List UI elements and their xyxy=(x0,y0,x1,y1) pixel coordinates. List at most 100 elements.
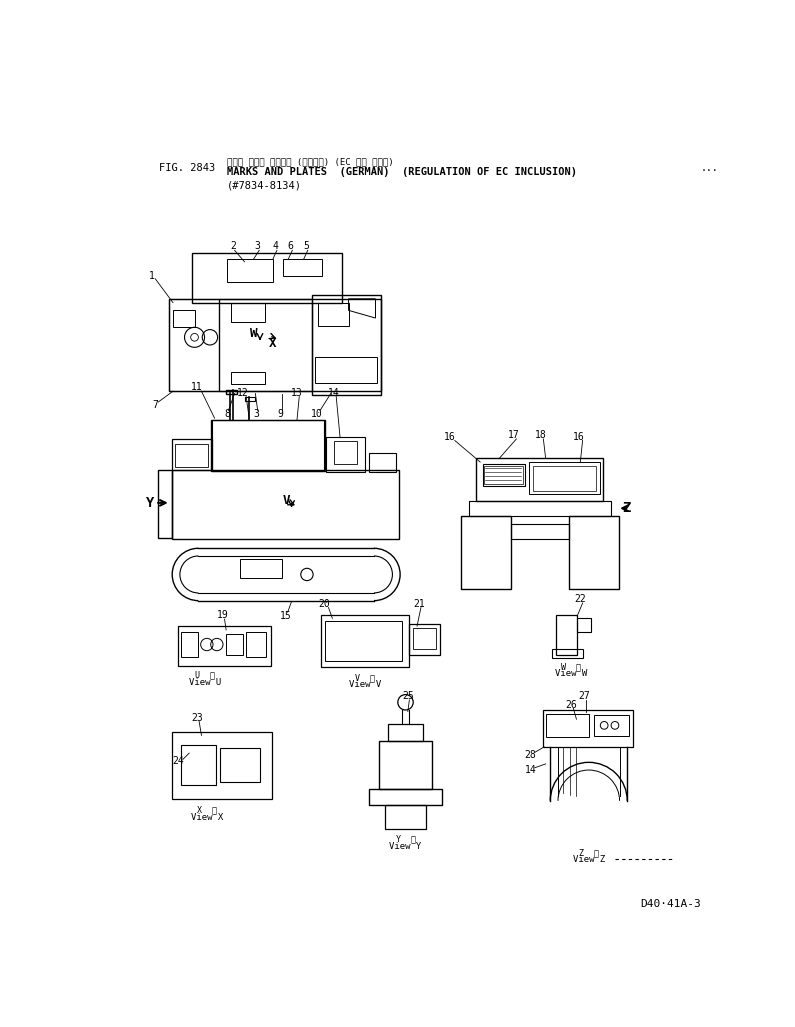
Bar xyxy=(169,299,381,391)
Text: View X: View X xyxy=(191,812,223,822)
Text: 4: 4 xyxy=(273,241,278,252)
Bar xyxy=(409,623,440,654)
Text: 18: 18 xyxy=(534,430,546,441)
Bar xyxy=(577,618,591,633)
Bar xyxy=(169,299,219,391)
Bar xyxy=(283,259,322,275)
Bar xyxy=(226,389,237,394)
Bar xyxy=(173,439,212,469)
Bar xyxy=(476,458,603,500)
Text: 8: 8 xyxy=(224,410,230,419)
Bar xyxy=(318,303,348,326)
Text: 1: 1 xyxy=(149,271,155,280)
Text: W  矢: W 矢 xyxy=(561,662,581,672)
Bar xyxy=(546,714,589,737)
Text: 16: 16 xyxy=(573,431,584,442)
Text: 3: 3 xyxy=(253,410,259,419)
Bar xyxy=(334,442,357,464)
Bar xyxy=(529,462,599,494)
Bar xyxy=(226,634,243,655)
Bar xyxy=(192,253,343,303)
Text: 12: 12 xyxy=(237,388,249,397)
Bar xyxy=(173,469,399,539)
Bar xyxy=(483,464,525,486)
Bar xyxy=(511,524,568,539)
Bar xyxy=(211,420,324,470)
Text: 14: 14 xyxy=(328,388,339,397)
Text: 16: 16 xyxy=(444,431,456,442)
Text: 15: 15 xyxy=(281,611,292,621)
Bar xyxy=(312,295,381,395)
Bar xyxy=(369,453,395,472)
Text: View V: View V xyxy=(349,680,382,689)
Bar xyxy=(175,444,207,466)
Text: 26: 26 xyxy=(565,699,577,710)
Text: Z  矢: Z 矢 xyxy=(579,848,599,857)
Text: 27: 27 xyxy=(578,691,590,701)
Bar xyxy=(484,466,522,485)
Text: 5: 5 xyxy=(303,241,309,252)
Text: Y  矢: Y 矢 xyxy=(395,835,416,844)
Text: 28: 28 xyxy=(525,750,536,760)
Text: 9: 9 xyxy=(277,410,284,419)
Text: 10: 10 xyxy=(311,410,323,419)
Bar xyxy=(533,466,595,491)
Bar xyxy=(413,627,436,649)
Text: 3: 3 xyxy=(254,241,261,252)
Bar xyxy=(385,805,426,829)
Text: 20: 20 xyxy=(319,599,331,609)
Text: 19: 19 xyxy=(216,610,228,620)
Text: Y: Y xyxy=(146,496,155,509)
Text: View U: View U xyxy=(189,678,222,687)
Text: X: X xyxy=(270,337,277,350)
Bar xyxy=(461,516,511,589)
Text: ...: ... xyxy=(700,163,718,174)
Bar xyxy=(552,649,583,658)
Text: V  矢: V 矢 xyxy=(355,673,375,682)
Text: U  矢: U 矢 xyxy=(196,671,215,680)
Text: 21: 21 xyxy=(413,599,425,609)
Text: 24: 24 xyxy=(173,756,184,766)
Bar xyxy=(178,626,271,667)
Text: Z: Z xyxy=(622,501,630,516)
Bar xyxy=(181,633,199,657)
Bar xyxy=(370,789,442,805)
Bar xyxy=(220,749,260,783)
Text: 17: 17 xyxy=(507,430,519,441)
Text: 6: 6 xyxy=(288,241,293,252)
Bar xyxy=(321,614,409,667)
Bar xyxy=(594,715,629,736)
Bar xyxy=(556,614,577,654)
Text: D40·41A-3: D40·41A-3 xyxy=(640,900,701,909)
Text: MARKS AND PLATES  (GERMAN)  (REGULATION OF EC INCLUSION): MARKS AND PLATES (GERMAN) (REGULATION OF… xyxy=(227,167,577,177)
Text: 25: 25 xyxy=(402,691,413,701)
Text: W: W xyxy=(250,327,258,340)
Text: 22: 22 xyxy=(575,594,586,604)
Text: 23: 23 xyxy=(191,713,203,723)
Bar xyxy=(246,397,254,402)
Text: (#7834-8134): (#7834-8134) xyxy=(227,180,302,190)
Bar xyxy=(231,372,266,383)
Bar xyxy=(568,516,619,589)
Text: FIG. 2843: FIG. 2843 xyxy=(159,163,215,174)
Bar xyxy=(181,746,216,786)
Text: V: V xyxy=(282,494,290,507)
Bar xyxy=(212,420,324,470)
Bar xyxy=(240,559,282,578)
Text: View Y: View Y xyxy=(390,842,421,850)
Bar xyxy=(468,500,611,516)
Text: X  矢: X 矢 xyxy=(197,805,217,814)
Bar xyxy=(316,356,377,383)
Text: 14: 14 xyxy=(525,765,536,775)
Text: 7: 7 xyxy=(153,401,158,410)
Text: マーク および プレート (ドイツ語) (EC 規制 キセイ): マーク および プレート (ドイツ語) (EC 規制 キセイ) xyxy=(227,157,394,166)
Text: 11: 11 xyxy=(191,382,203,392)
Bar xyxy=(173,731,273,799)
Text: View W: View W xyxy=(555,670,588,678)
Text: 2: 2 xyxy=(230,241,236,252)
Bar xyxy=(326,438,365,472)
Bar xyxy=(324,620,401,660)
Bar xyxy=(246,633,266,657)
Bar xyxy=(158,469,173,537)
Bar xyxy=(227,259,273,281)
